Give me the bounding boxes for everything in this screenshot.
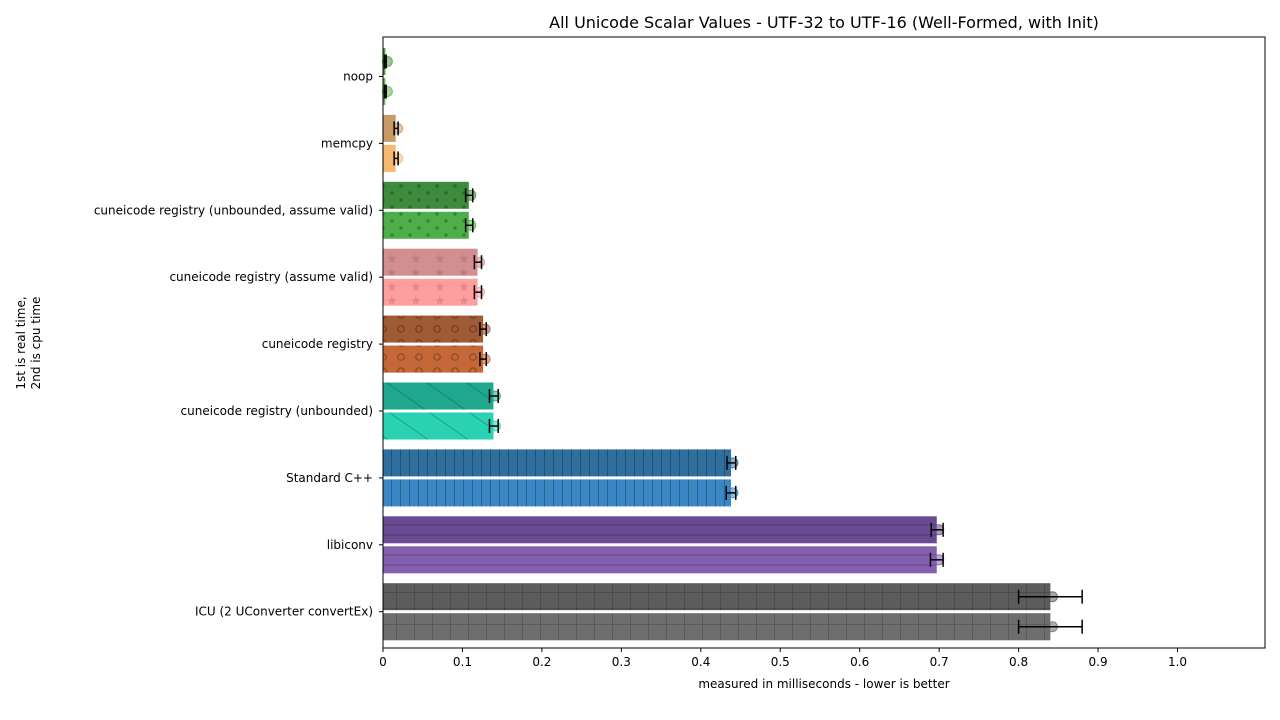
x-axis-title: measured in milliseconds - lower is bett…	[698, 677, 949, 691]
y-axis-title-line-2: 2nd is cpu time	[29, 297, 43, 390]
bar-hatch-cpu	[383, 211, 469, 239]
x-tick-label: 0.6	[850, 655, 869, 669]
category-label: libiconv	[327, 538, 373, 552]
x-tick-label: 0.8	[1009, 655, 1028, 669]
bar-hatch-cpu	[383, 546, 937, 574]
bar-hatch-real	[383, 181, 469, 209]
x-tick-label: 1.0	[1168, 655, 1187, 669]
category-label: memcpy	[321, 136, 373, 150]
x-tick-label: 0.3	[612, 655, 631, 669]
bar-hatch-cpu	[383, 479, 731, 507]
bar-hatch-cpu	[383, 278, 478, 306]
bar-hatch-cpu	[383, 412, 494, 440]
category-label: Standard C++	[286, 471, 373, 485]
bars-layer	[383, 48, 1051, 641]
category-label: cuneicode registry (unbounded, assume va…	[94, 203, 373, 217]
category-label: ICU (2 UConverter convertEx)	[195, 605, 373, 619]
category-label: cuneicode registry (assume valid)	[169, 270, 373, 284]
plot-frame	[382, 36, 1266, 649]
chart-title: All Unicode Scalar Values - UTF-32 to UT…	[549, 13, 1099, 32]
bar-hatch-real	[383, 516, 937, 544]
bar-cpu	[383, 144, 396, 172]
bar-hatch-real	[383, 382, 494, 410]
y-axis-title-line-1: 1st is real time,	[14, 296, 28, 389]
bar-hatch-cpu	[383, 613, 1051, 641]
x-tick-label: 0.7	[930, 655, 949, 669]
y-axis-title: 1st is real time, 2nd is cpu time	[14, 296, 43, 389]
errorbars-layer	[381, 54, 1083, 634]
x-tick-label: 0.1	[453, 655, 472, 669]
bar-hatch-real	[383, 449, 731, 477]
bar-hatch-real	[383, 315, 484, 343]
category-label: cuneicode registry (unbounded)	[181, 404, 373, 418]
x-tick-label: 0	[379, 655, 387, 669]
y-ticks-layer: noop memcpy cuneicode registry (unbounded,…	[94, 70, 383, 619]
bar-real	[383, 114, 396, 142]
x-tick-label: 0.4	[691, 655, 710, 669]
category-label: noop	[343, 70, 373, 84]
x-tick-label: 0.5	[771, 655, 790, 669]
bar-hatch-cpu	[383, 345, 484, 373]
bar-hatch-real	[383, 583, 1051, 611]
x-tick-label: 0.2	[532, 655, 551, 669]
bar-hatch-real	[383, 248, 478, 276]
category-label: cuneicode registry	[262, 337, 373, 351]
x-tick-label: 0.9	[1089, 655, 1108, 669]
x-ticks-layer: 0 0.1 0.2 0.3 0.4 0.5 0.6 0.7 0.8 0.9 1.0	[379, 648, 1187, 669]
